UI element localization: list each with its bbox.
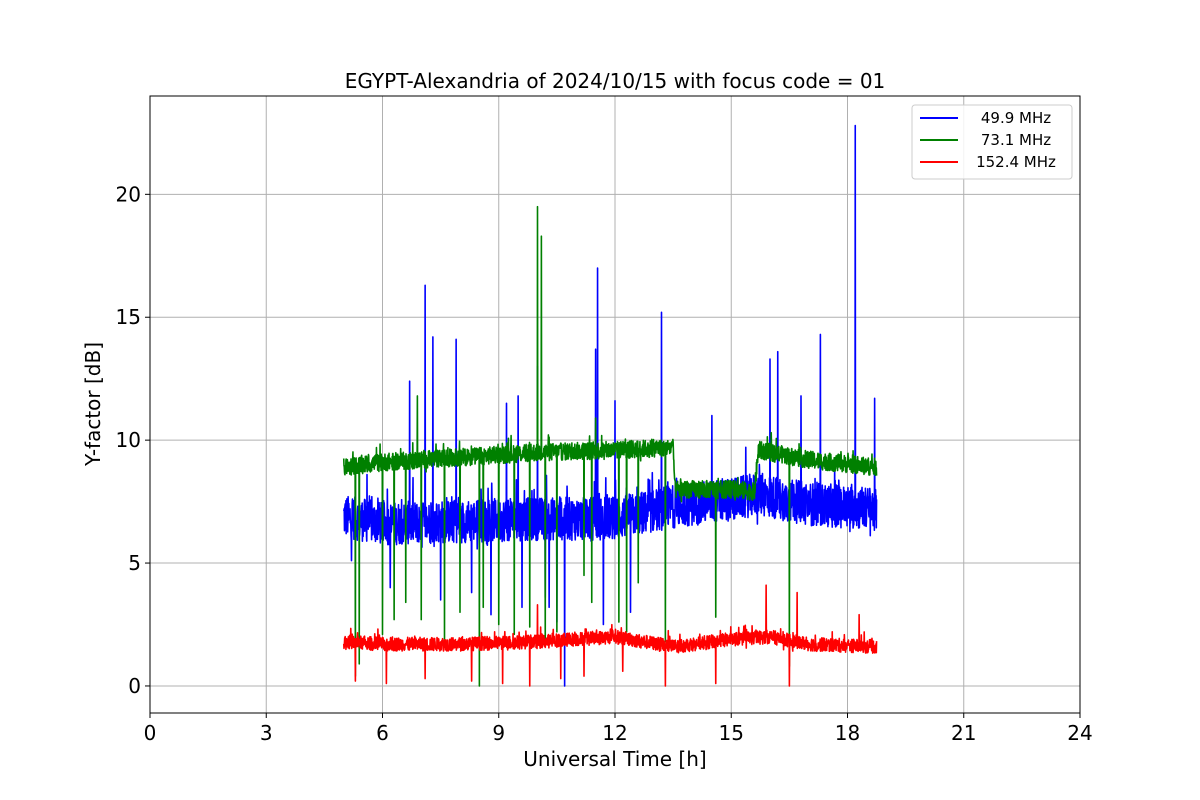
y-tick-label: 5 (128, 551, 141, 575)
series-layer (342, 124, 878, 687)
legend: 49.9 MHz 73.1 MHz 152.4 MHz (911, 104, 1073, 180)
ticks: 0 3 6 9 12 15 18 21 24 0 5 10 15 20 (116, 182, 1093, 745)
series-line-0 (342, 124, 878, 687)
y-tick-label: 0 (128, 674, 141, 698)
legend-label-1: 73.1 MHz (981, 131, 1051, 149)
y-axis-label: Y-factor [dB] (81, 342, 105, 467)
series-line-2 (342, 584, 878, 687)
x-tick-label: 21 (951, 721, 976, 745)
legend-label-2: 152.4 MHz (976, 153, 1056, 171)
x-tick-label: 0 (144, 721, 157, 745)
x-tick-label: 6 (376, 721, 389, 745)
x-tick-label: 9 (492, 721, 505, 745)
legend-box (911, 104, 1073, 180)
x-tick-label: 24 (1067, 721, 1092, 745)
y-tick-label: 20 (116, 182, 141, 206)
series-line-1 (342, 205, 878, 687)
x-axis-label: Universal Time [h] (523, 747, 706, 771)
x-tick-label: 12 (602, 721, 627, 745)
y-tick-label: 15 (116, 305, 141, 329)
x-tick-label: 18 (835, 721, 860, 745)
chart-title: EGYPT-Alexandria of 2024/10/15 with focu… (345, 69, 886, 93)
y-tick-label: 10 (116, 428, 141, 452)
x-tick-label: 3 (260, 721, 273, 745)
legend-label-0: 49.9 MHz (981, 109, 1051, 127)
x-tick-label: 15 (719, 721, 744, 745)
